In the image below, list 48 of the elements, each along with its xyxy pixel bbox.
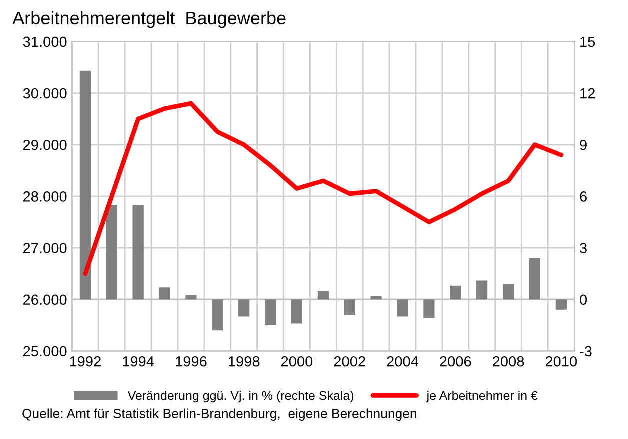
bar — [529, 258, 541, 300]
y-tick-label: 30.000 — [23, 88, 67, 99]
y2-tick-label: 0 — [580, 294, 588, 306]
x-tick-label: 2008 — [493, 356, 524, 367]
x-tick-label: 1998 — [228, 356, 260, 367]
bar — [450, 286, 462, 300]
bar — [397, 300, 408, 317]
bar — [291, 300, 303, 324]
y-tick-label: 29.000 — [23, 140, 67, 150]
bar — [106, 205, 118, 300]
x-tick-label: 2000 — [281, 356, 313, 367]
x-tick-label: 1994 — [123, 356, 154, 367]
x-tick-label: 2010 — [546, 356, 578, 367]
y-tick-label: 27.000 — [23, 243, 67, 254]
bar — [424, 300, 435, 319]
bar — [476, 280, 488, 300]
bar — [318, 291, 329, 300]
x-tick-label: 2006 — [440, 356, 472, 367]
bar — [80, 70, 91, 300]
x-tick-label: 1996 — [176, 356, 207, 367]
x-tick-label: 1992 — [70, 356, 101, 367]
bar — [264, 300, 276, 326]
bar — [238, 300, 250, 317]
y2-tick-label: 3 — [580, 243, 587, 254]
bar — [344, 300, 356, 316]
source-note: Quelle: Amt für Statistik Berlin-Brandenburg, eigene Berechnungen — [22, 408, 416, 422]
y2-tick-label: -3 — [580, 346, 592, 357]
x-tick-label: 2004 — [387, 356, 419, 367]
y2-tick-label: 15 — [580, 36, 596, 48]
y2-tick-label: 9 — [580, 140, 587, 150]
bar — [159, 288, 170, 300]
bar — [212, 300, 224, 331]
y2-tick-label: 6 — [580, 192, 587, 202]
line-series — [83, 101, 564, 276]
bar — [502, 284, 514, 300]
legend-label: Veränderung ggü. Vj. in % (rechte Skala) — [128, 390, 354, 403]
y-tick-label: 26.000 — [23, 294, 67, 306]
y-tick-label: 28.000 — [23, 192, 67, 202]
bar — [132, 205, 144, 300]
y-tick-label: 25.000 — [23, 346, 67, 357]
bar — [186, 295, 197, 300]
chart-title: Arbeitnehmerentgelt Baugewerbe — [12, 11, 286, 28]
x-tick-label: 2002 — [334, 356, 366, 367]
bar — [370, 296, 382, 300]
y-tick-label: 31.000 — [23, 36, 67, 48]
y2-tick-label: 12 — [580, 88, 595, 99]
bar — [556, 300, 567, 310]
legend-label: je Arbeitnehmer in € — [426, 390, 538, 403]
